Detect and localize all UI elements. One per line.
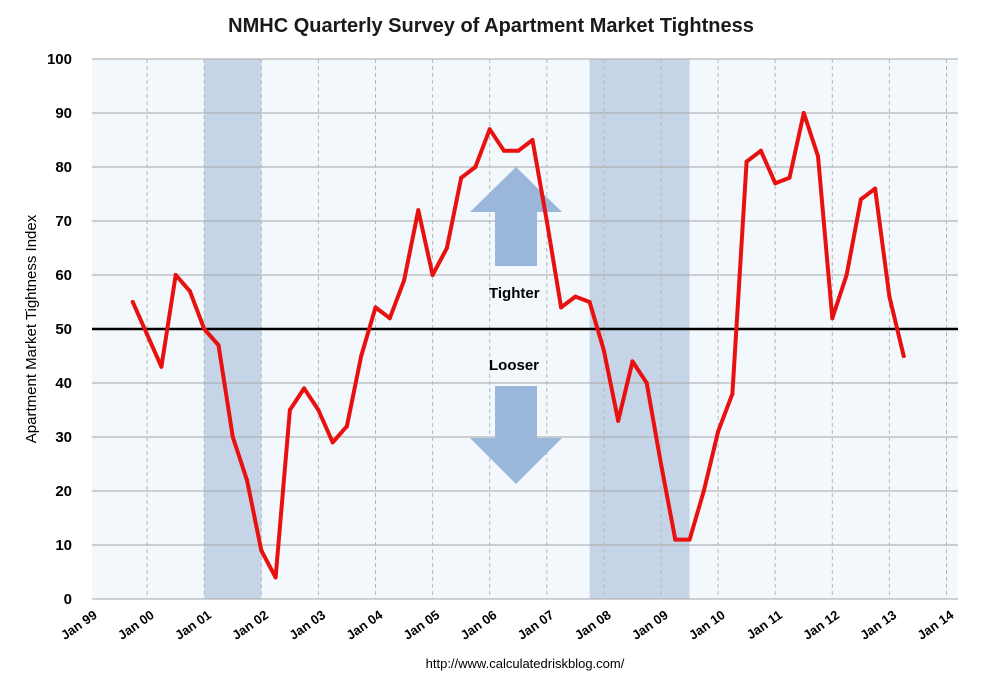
- data-point: [316, 408, 321, 412]
- y-tick-label: 20: [55, 483, 72, 500]
- data-point: [587, 300, 592, 304]
- data-point: [302, 386, 307, 391]
- data-point: [559, 305, 564, 310]
- data-point: [573, 294, 578, 299]
- y-tick-label: 100: [47, 51, 72, 68]
- data-point: [716, 429, 721, 434]
- data-point: [601, 348, 606, 353]
- data-point: [516, 148, 521, 153]
- data-point: [173, 273, 178, 277]
- data-point: [758, 148, 763, 153]
- y-tick-label: 10: [55, 537, 72, 554]
- data-point: [416, 208, 421, 213]
- data-point: [873, 186, 878, 191]
- data-point: [330, 440, 335, 445]
- data-point: [787, 175, 792, 180]
- data-point: [858, 197, 863, 202]
- data-point: [530, 138, 535, 142]
- source-url: http://www.calculatedriskblog.com/: [426, 656, 625, 671]
- data-point: [844, 273, 849, 277]
- data-point: [501, 148, 506, 153]
- data-point: [801, 111, 806, 115]
- data-point: [359, 354, 364, 358]
- data-point: [202, 327, 207, 331]
- data-point: [130, 300, 135, 304]
- data-point: [473, 165, 478, 169]
- data-point: [273, 575, 278, 580]
- tighter-label: Tighter: [489, 285, 540, 302]
- data-point: [816, 154, 821, 159]
- y-tick-label: 80: [55, 159, 72, 176]
- data-point: [187, 289, 192, 294]
- data-point: [230, 435, 235, 439]
- data-point: [901, 354, 906, 358]
- data-point: [344, 424, 349, 429]
- data-point: [159, 364, 164, 369]
- data-point: [673, 537, 678, 542]
- data-point: [730, 391, 735, 396]
- data-point: [659, 462, 663, 466]
- data-point: [245, 478, 250, 483]
- data-point: [387, 316, 392, 321]
- data-point: [444, 246, 449, 250]
- data-point: [259, 548, 264, 553]
- chart-title: NMHC Quarterly Survey of Apartment Marke…: [228, 15, 754, 37]
- data-point: [644, 381, 649, 385]
- y-tick-label: 90: [55, 105, 72, 122]
- data-point: [773, 181, 778, 186]
- series-group: [130, 111, 906, 580]
- y-tick-label: 0: [64, 591, 72, 608]
- data-point: [544, 219, 549, 223]
- data-point: [630, 359, 635, 364]
- y-tick-label: 40: [55, 375, 72, 392]
- y-tick-label: 60: [55, 267, 72, 284]
- data-point: [287, 408, 292, 412]
- data-point: [373, 305, 378, 310]
- y-tick-label: 50: [55, 321, 72, 338]
- data-point: [402, 278, 407, 283]
- y-tick-label: 30: [55, 429, 72, 446]
- y-axis-label: Apartment Market Tightness Index: [23, 214, 40, 443]
- data-point: [145, 332, 150, 337]
- looser-arrow-icon: [470, 386, 562, 484]
- looser-label: Looser: [489, 357, 539, 374]
- data-point: [701, 489, 706, 493]
- y-axis-tick-labels: 0 10 20 30 40 50 60 70 80 90 100: [47, 51, 72, 608]
- tighter-arrow-icon: [470, 167, 562, 266]
- data-point: [744, 159, 749, 164]
- data-point: [430, 273, 435, 277]
- data-point: [887, 294, 892, 299]
- data-point: [487, 127, 492, 132]
- data-point: [830, 316, 835, 321]
- data-point: [459, 175, 464, 180]
- data-point: [216, 343, 221, 348]
- data-point: [616, 418, 621, 423]
- y-tick-label: 70: [55, 213, 72, 230]
- data-point: [687, 537, 692, 542]
